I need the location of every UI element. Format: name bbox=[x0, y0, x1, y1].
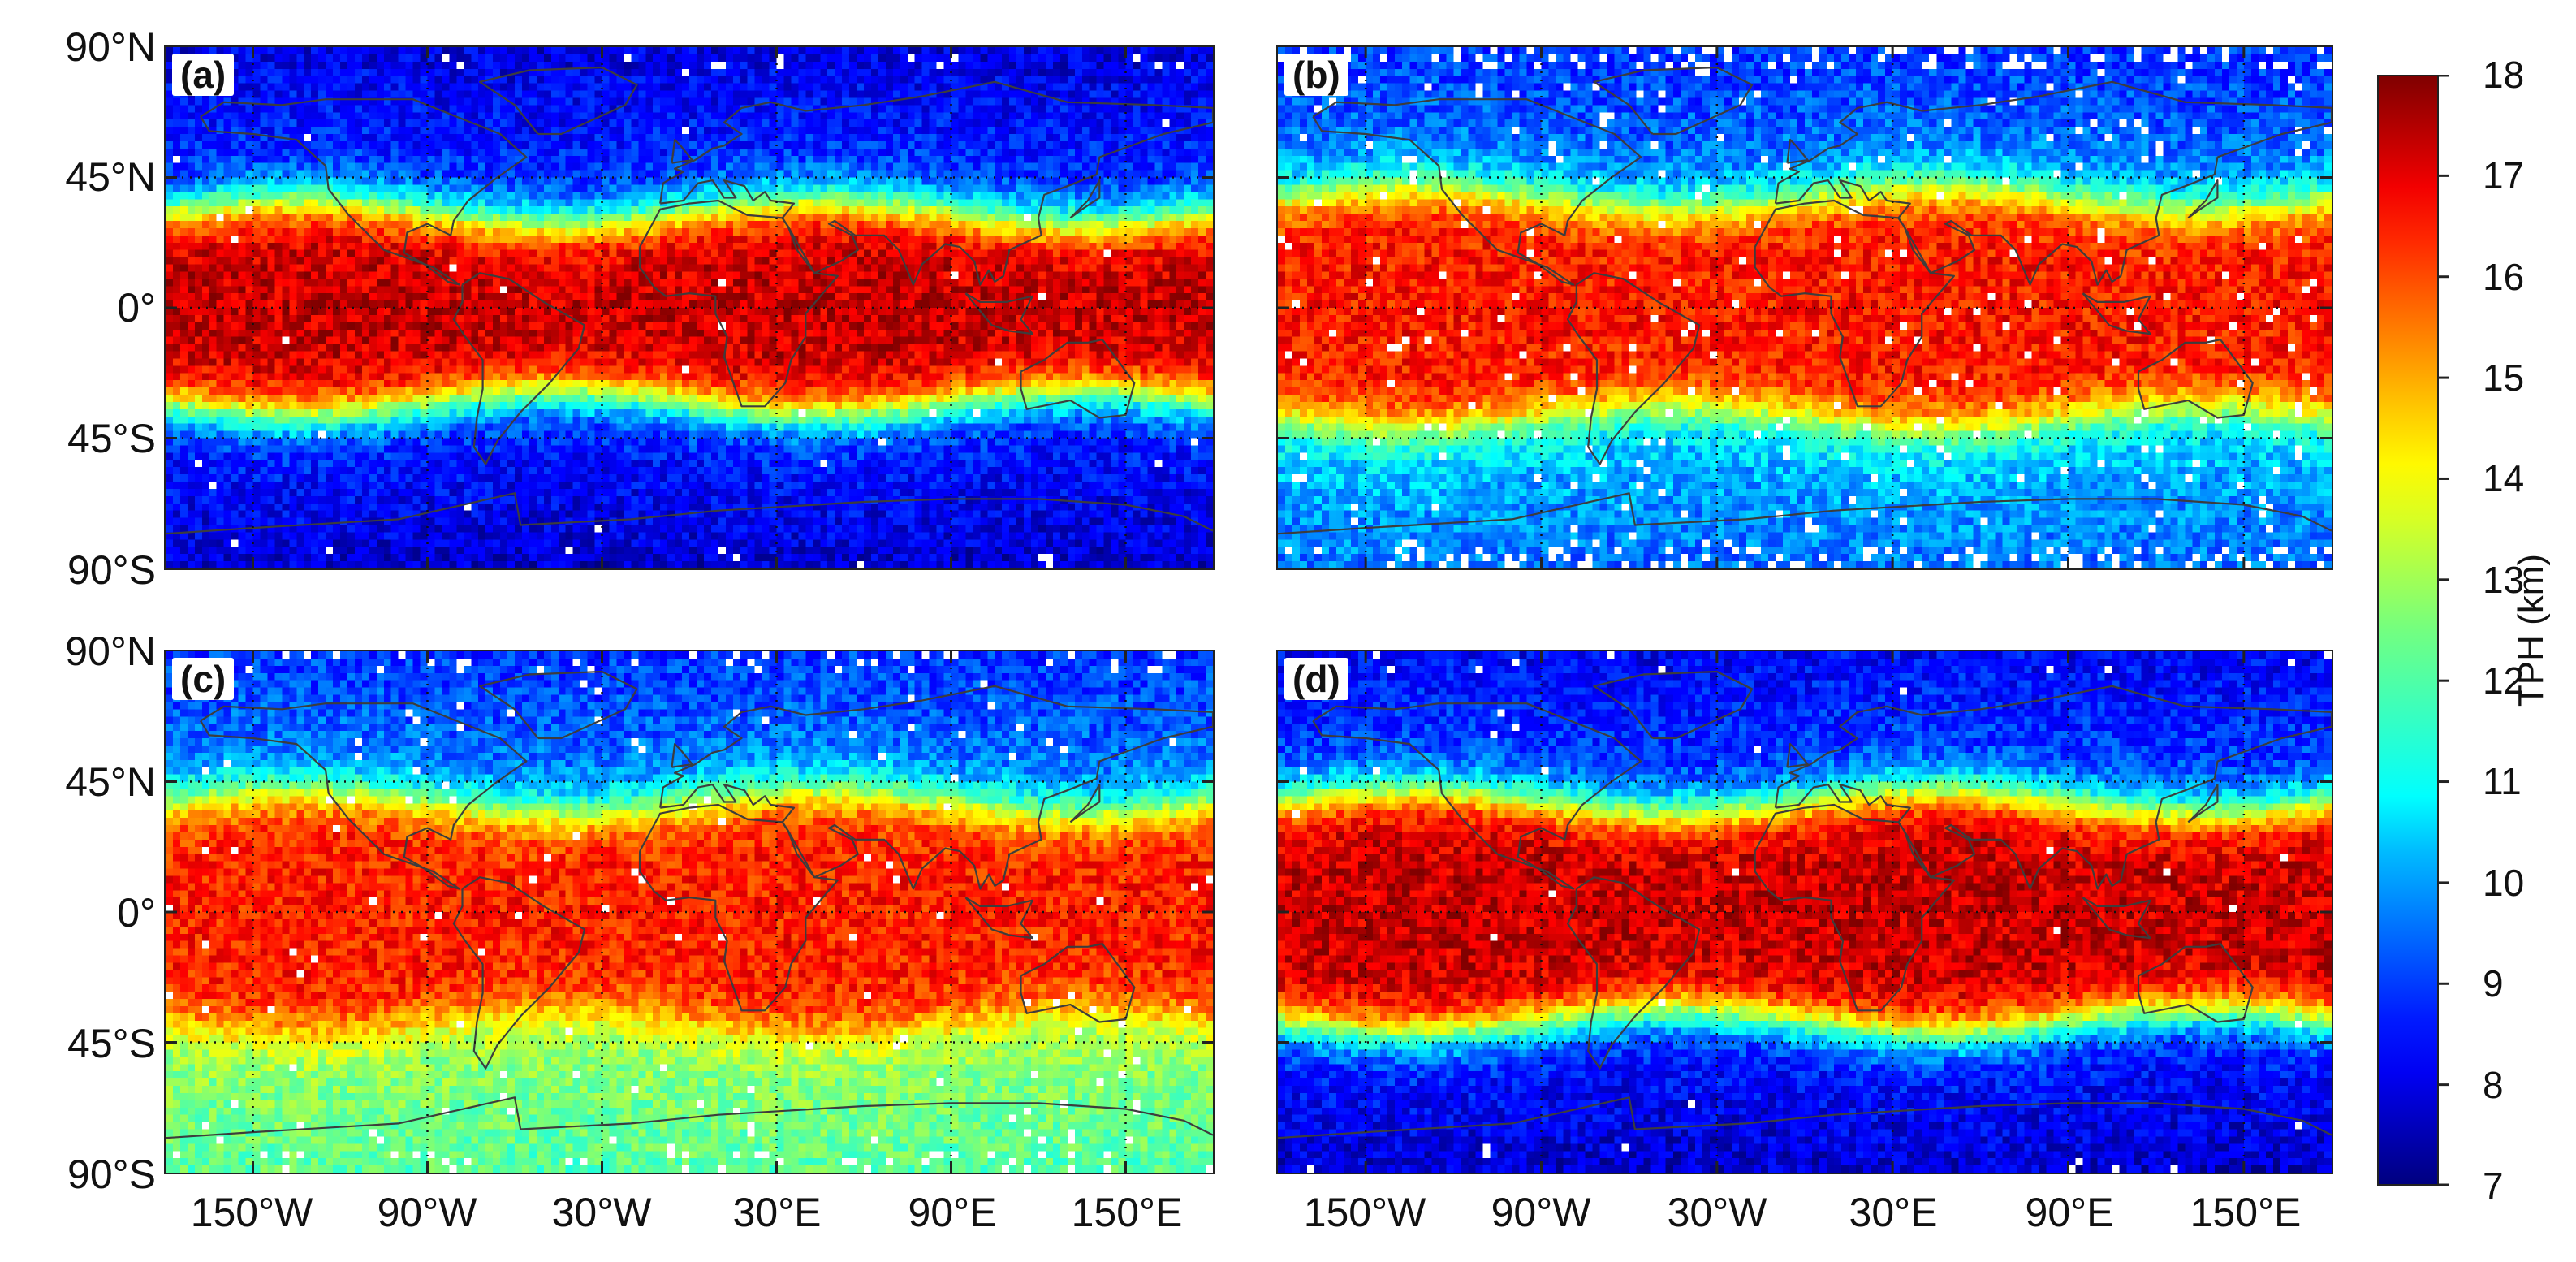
colorbar-label-8: 8 bbox=[2483, 1064, 2504, 1106]
coastline-3 bbox=[1754, 199, 1956, 408]
colorbar-ticks bbox=[2439, 75, 2449, 1186]
coastline-9 bbox=[1786, 742, 1809, 768]
coastline-4 bbox=[2137, 943, 2254, 1023]
coastline-0 bbox=[1312, 98, 1642, 286]
coastline-5 bbox=[478, 66, 638, 136]
coastline-1 bbox=[452, 876, 586, 1070]
tph-grid-a bbox=[166, 47, 1213, 568]
coastline-8 bbox=[1069, 179, 1101, 219]
coastline-7 bbox=[2082, 897, 2151, 940]
map-overlay-b bbox=[1278, 47, 2332, 568]
coastline-1 bbox=[1566, 876, 1701, 1070]
lat-label-bottom-90s: 90°S bbox=[67, 1152, 156, 1197]
coastline-3 bbox=[638, 199, 839, 408]
coastline-2 bbox=[659, 80, 1213, 286]
lon-label-right-30e: 30°E bbox=[1849, 1190, 1938, 1235]
map-panel-d: (d) bbox=[1276, 650, 2333, 1174]
lon-label-left-90w: 90°W bbox=[377, 1190, 477, 1235]
colorbar-label-14: 14 bbox=[2483, 457, 2525, 499]
coastline-3 bbox=[1754, 803, 1956, 1012]
map-overlay-d bbox=[1278, 651, 2332, 1173]
colorbar bbox=[2377, 75, 2439, 1186]
lat-label-top-45s: 45°S bbox=[67, 416, 156, 461]
panel-label-b: (b) bbox=[1284, 54, 1348, 97]
colorbar-label-13: 13 bbox=[2483, 559, 2525, 601]
coastline-4 bbox=[2137, 339, 2254, 419]
coastline-7 bbox=[964, 897, 1033, 940]
lon-label-left-150w: 150°W bbox=[190, 1190, 313, 1235]
panel-label-a: (a) bbox=[172, 54, 235, 97]
coastline-4 bbox=[1020, 339, 1136, 419]
lat-label-bottom-45n: 45°N bbox=[65, 759, 156, 805]
coastline-8 bbox=[1069, 784, 1101, 823]
colorbar-label-7: 7 bbox=[2483, 1165, 2504, 1207]
coastline-8 bbox=[2187, 784, 2219, 823]
map-overlay-a bbox=[166, 47, 1213, 568]
colorbar-label-15: 15 bbox=[2483, 357, 2525, 399]
panel-label-d: (d) bbox=[1284, 658, 1348, 701]
lat-label-top-0: 0° bbox=[117, 285, 156, 331]
map-panel-b: (b) bbox=[1276, 45, 2333, 570]
coastline-9 bbox=[671, 138, 693, 164]
lon-label-right-30w: 30°W bbox=[1667, 1190, 1767, 1235]
coastline-7 bbox=[964, 292, 1033, 335]
coastline-5 bbox=[478, 670, 638, 740]
lat-label-bottom-0: 0° bbox=[117, 890, 156, 936]
coastline-7 bbox=[2082, 292, 2151, 335]
coastline-2 bbox=[1774, 685, 2332, 890]
lon-label-left-30e: 30°E bbox=[732, 1190, 822, 1235]
lon-label-right-150w: 150°W bbox=[1303, 1190, 1426, 1235]
colorbar-label-10: 10 bbox=[2483, 862, 2525, 904]
coastline-0 bbox=[1312, 702, 1642, 890]
lon-label-right-150e: 150°E bbox=[2190, 1190, 2302, 1235]
coastline-6 bbox=[1278, 492, 2332, 535]
coastline-2 bbox=[1774, 80, 2332, 286]
coastline-6 bbox=[166, 492, 1213, 535]
coastline-5 bbox=[1593, 670, 1754, 740]
map-overlay-c bbox=[166, 651, 1213, 1173]
coastline-1 bbox=[1566, 272, 1701, 465]
lat-label-top-90n: 90°N bbox=[65, 24, 156, 70]
colorbar-title: TPH (km) bbox=[2511, 553, 2551, 707]
colorbar-label-9: 9 bbox=[2483, 962, 2504, 1005]
coastline-6 bbox=[166, 1096, 1213, 1139]
lon-label-left-150e: 150°E bbox=[1071, 1190, 1183, 1235]
coastline-2 bbox=[659, 685, 1213, 890]
map-panel-c: (c) bbox=[164, 650, 1215, 1174]
tph-grid-c bbox=[166, 651, 1213, 1173]
coastline-9 bbox=[671, 742, 693, 768]
coastline-8 bbox=[2187, 179, 2219, 219]
lon-label-left-90e: 90°E bbox=[908, 1190, 997, 1235]
map-panel-a: (a) bbox=[164, 45, 1215, 570]
colorbar-label-17: 17 bbox=[2483, 154, 2525, 197]
colorbar-label-11: 11 bbox=[2483, 760, 2522, 802]
coastline-1 bbox=[452, 272, 586, 465]
lon-label-left-30w: 30°W bbox=[551, 1190, 652, 1235]
colorbar-label-16: 16 bbox=[2483, 256, 2525, 298]
lon-label-right-90e: 90°E bbox=[2025, 1190, 2114, 1235]
lat-label-bottom-90n: 90°N bbox=[65, 629, 156, 674]
coastline-0 bbox=[200, 702, 528, 890]
coastline-3 bbox=[638, 803, 839, 1012]
coastline-5 bbox=[1593, 66, 1754, 136]
coastline-9 bbox=[1786, 138, 1809, 164]
coastline-0 bbox=[200, 98, 528, 286]
colorbar-label-18: 18 bbox=[2483, 54, 2525, 96]
panel-label-c: (c) bbox=[172, 658, 235, 701]
lat-label-top-90s: 90°S bbox=[67, 547, 156, 593]
coastline-6 bbox=[1278, 1096, 2332, 1139]
colorbar-label-12: 12 bbox=[2483, 659, 2525, 702]
lat-label-bottom-45s: 45°S bbox=[67, 1021, 156, 1066]
lon-label-right-90w: 90°W bbox=[1491, 1190, 1591, 1235]
lat-label-top-45n: 45°N bbox=[65, 154, 156, 200]
coastline-4 bbox=[1020, 943, 1136, 1023]
